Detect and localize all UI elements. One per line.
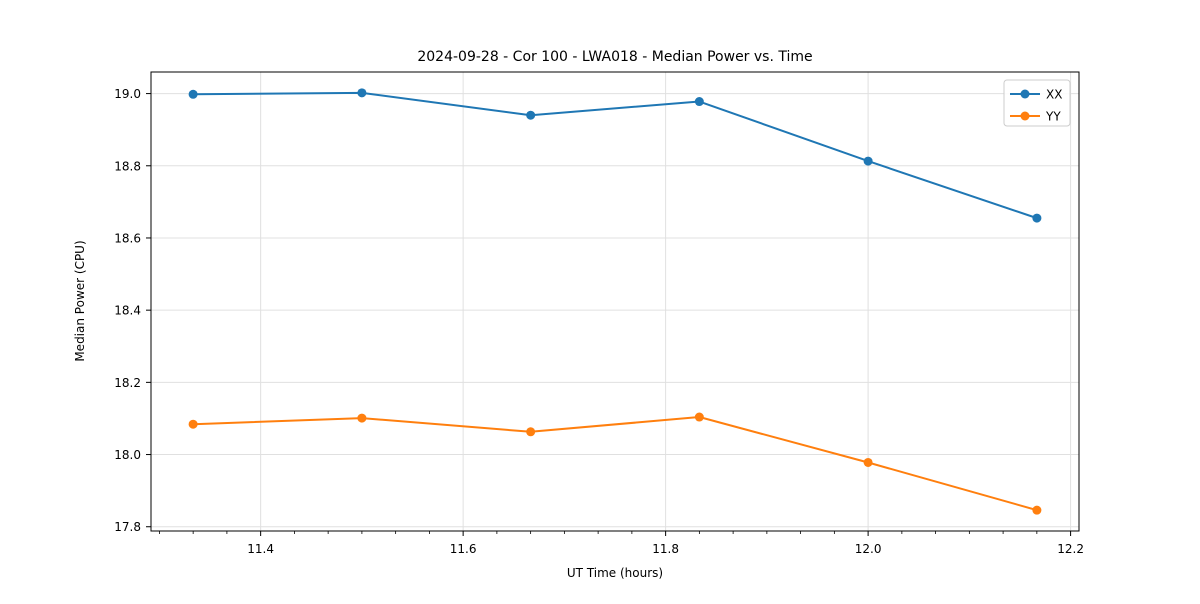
legend-label: XX <box>1046 88 1062 102</box>
series-yy-point <box>188 419 198 429</box>
series-yy-point <box>1032 505 1042 515</box>
x-tick-label: 11.8 <box>652 542 679 556</box>
series-xx-line <box>192 91 1038 220</box>
series-xx-point <box>357 88 367 98</box>
legend-marker <box>1020 89 1030 99</box>
axes-box <box>150 71 1080 532</box>
series-yy-line <box>192 416 1038 512</box>
series-xx-point <box>1032 213 1042 223</box>
x-axis-label: UT Time (hours) <box>567 566 663 580</box>
series-yy-point <box>526 427 536 437</box>
y-axis-label: Median Power (CPU) <box>73 240 87 361</box>
x-tick-label: 12.0 <box>855 542 882 556</box>
legend: XX YY <box>1003 79 1071 127</box>
x-tick-label: 11.4 <box>247 542 274 556</box>
legend-item-yy: YY <box>1010 110 1061 124</box>
series-yy-point <box>357 413 367 423</box>
series-xx-point <box>863 156 873 166</box>
legend-marker <box>1020 111 1030 121</box>
legend-item-xx: XX <box>1010 88 1062 102</box>
y-tick-label: 18.6 <box>114 231 141 245</box>
y-tick-label: 17.8 <box>114 520 141 534</box>
y-tick-label: 19.0 <box>114 87 141 101</box>
y-tick-label: 18.2 <box>114 376 141 390</box>
series-yy-point <box>694 412 704 422</box>
legend-box <box>1003 79 1071 127</box>
series-yy-point <box>863 457 873 467</box>
series-xx-point <box>188 89 198 99</box>
chart-title: 2024-09-28 - Cor 100 - LWA018 - Median P… <box>417 49 812 65</box>
series-xx-point <box>526 110 536 120</box>
x-tick-label: 11.6 <box>450 542 477 556</box>
gridlines <box>151 72 1079 531</box>
legend-label: YY <box>1045 110 1061 124</box>
y-tick-label: 18.4 <box>114 304 141 318</box>
series-xx <box>188 88 1042 223</box>
axis-ticks: 11.4 11.6 11.8 12.0 12.2 17.8 18.0 18.2 18.4 18.6… <box>114 87 1084 556</box>
plot-area: 11.4 11.6 11.8 12.0 12.2 17.8 18.0 18.2 18.4 18.6… <box>114 71 1084 556</box>
x-tick-label: 12.2 <box>1057 542 1084 556</box>
series-yy <box>188 412 1042 515</box>
series-xx-point <box>694 97 704 107</box>
y-tick-label: 18.0 <box>114 448 141 462</box>
y-tick-label: 18.8 <box>114 159 141 173</box>
